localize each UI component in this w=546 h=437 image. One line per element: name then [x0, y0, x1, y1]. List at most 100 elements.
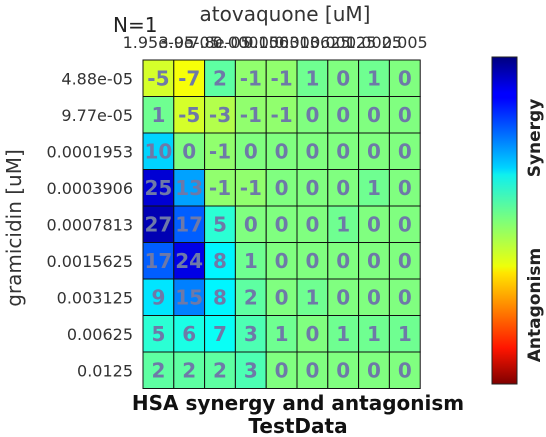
heatmap-cell	[388, 132, 421, 170]
heatmap-cell	[388, 205, 421, 243]
heatmap-cell-value: 1	[151, 103, 165, 127]
heatmap-cell-value: 0	[275, 249, 289, 273]
heatmap-cell-value: 0	[336, 176, 350, 200]
y-tick-label: 0.0001953	[46, 142, 133, 161]
heatmap-cell-value: 0	[367, 358, 381, 382]
y-tick-label: 9.77e-05	[61, 106, 133, 125]
heatmap-cell-value: 0	[275, 285, 289, 309]
heatmap-cell-value: 5	[151, 322, 165, 346]
chart-subtitle: TestData	[248, 414, 347, 437]
heatmap-cell-value: -1	[270, 66, 292, 90]
heatmap-cell-value: 15	[175, 285, 203, 309]
heatmap-cell	[234, 315, 267, 353]
heatmap-cell	[265, 315, 298, 353]
heatmap-cell-value: 0	[182, 139, 196, 163]
y-tick-label: 0.0125	[77, 361, 133, 380]
heatmap-cell	[358, 169, 390, 207]
heatmap-cell-value: 0	[367, 212, 381, 236]
heatmap-cell-value: 2	[151, 358, 165, 382]
heatmap-cell-value: 0	[336, 139, 350, 163]
heatmap-cell-value: 0	[275, 139, 289, 163]
heatmap-cell	[388, 278, 421, 316]
heatmap-cell	[173, 351, 206, 389]
heatmap-cell-value: 0	[367, 285, 381, 309]
heatmap-cell-value: 17	[144, 249, 172, 273]
x-tick-label: 0.0025	[346, 33, 402, 52]
heatmap-cell	[296, 242, 329, 280]
heatmap-cell-value: 1	[367, 322, 381, 346]
heatmap-cell	[142, 205, 175, 243]
x-tick-label: 3.9e-05	[158, 33, 219, 52]
x-tick-label: 7.8e-05	[189, 33, 250, 52]
heatmap-cell	[204, 351, 236, 389]
heatmap-cell-value: 1	[367, 66, 381, 90]
heatmap-cell-value: 1	[336, 322, 350, 346]
heatmap-cell	[142, 315, 175, 353]
heatmap-cell-value: 10	[144, 139, 172, 163]
y-tick-labels: 4.88e-05 9.77e-05 0.0001953 0.0003906 0.0007…	[46, 69, 133, 380]
heatmap-cell	[265, 169, 298, 207]
heatmap-cell-value: 1	[244, 249, 258, 273]
heatmap-cell-value: 0	[367, 103, 381, 127]
n-label: N=1	[113, 13, 157, 37]
heatmap-cell-value: 0	[398, 176, 412, 200]
heatmap-cell-value: 9	[151, 285, 165, 309]
heatmap-cell	[142, 59, 175, 97]
heatmap-cell	[296, 315, 329, 353]
heatmap-cell-value: -7	[178, 66, 200, 90]
heatmap-cell-value: 0	[305, 176, 319, 200]
heatmap-cell-values: -5 -7 2 -1 -1 1 0 1 01 -5 -3 -1 -1 0 0 0 010 0 -1 0 0 0 0 0 025 1…	[144, 66, 411, 382]
y-tick-label: 0.0003906	[46, 179, 133, 198]
heatmap-cell-value: 7	[213, 322, 227, 346]
heatmap-cell-value: 2	[213, 66, 227, 90]
heatmap-cell-value: 0	[398, 358, 412, 382]
heatmap-cell-value: 2	[213, 358, 227, 382]
heatmap-cell-value: 0	[305, 103, 319, 127]
heatmap-cell-value: 27	[144, 212, 172, 236]
heatmap-cell	[388, 315, 421, 353]
heatmap-cell-value: 3	[244, 358, 258, 382]
heatmap-cell-value: 8	[213, 285, 227, 309]
heatmap-cell-value: 6	[182, 322, 196, 346]
heatmap-cell	[358, 132, 390, 170]
x-tick-label: 1.95e-05	[123, 33, 195, 52]
heatmap-cell-value: 0	[336, 66, 350, 90]
heatmap-cell	[265, 205, 298, 243]
heatmap-cell-value: 1	[398, 322, 412, 346]
heatmap-cell	[358, 205, 390, 243]
heatmap-cell-value: 1	[305, 285, 319, 309]
heatmap-cell	[388, 242, 421, 280]
heatmap-cell-value: 0	[244, 139, 258, 163]
heatmap-cell-value: 0	[305, 322, 319, 346]
heatmap-cell-value: 25	[144, 176, 172, 200]
heatmap-cell-value: -1	[240, 176, 262, 200]
heatmap-cell-value: 5	[213, 212, 227, 236]
heatmap-cell-value: 2	[182, 358, 196, 382]
heatmap-cell	[173, 315, 206, 353]
heatmap-cell	[296, 96, 329, 134]
heatmap-cell-value: 0	[275, 212, 289, 236]
heatmap-cell	[265, 242, 298, 280]
heatmap-cell-value: 0	[275, 358, 289, 382]
heatmap-cell	[234, 278, 267, 316]
heatmap-cell-value: 1	[275, 322, 289, 346]
x-axis-label: atovaquone [uM]	[200, 2, 371, 26]
heatmap-cell	[327, 169, 360, 207]
heatmap-cell	[358, 351, 390, 389]
y-tick-label: 0.003125	[57, 288, 133, 307]
chart-title: HSA synergy and antagonism	[132, 391, 464, 415]
heatmap-cell-value: 0	[398, 103, 412, 127]
heatmap-cell-value: -1	[240, 66, 262, 90]
heatmap-cell-value: 0	[398, 249, 412, 273]
heatmap-cell-value: -5	[178, 103, 200, 127]
heatmap-cell	[265, 132, 298, 170]
heatmap-cell-value: 0	[305, 249, 319, 273]
heatmap-cell-value: 0	[275, 176, 289, 200]
colorbar-label-antagonism: Antagonism	[525, 248, 545, 362]
heatmap-cell	[204, 59, 236, 97]
heatmap-cell-value: -3	[209, 103, 231, 127]
x-tick-label: 0.00125	[310, 33, 376, 52]
heatmap-cells	[142, 59, 421, 389]
x-tick-label: 0.000625	[274, 33, 350, 52]
heatmap-cell	[327, 96, 360, 134]
